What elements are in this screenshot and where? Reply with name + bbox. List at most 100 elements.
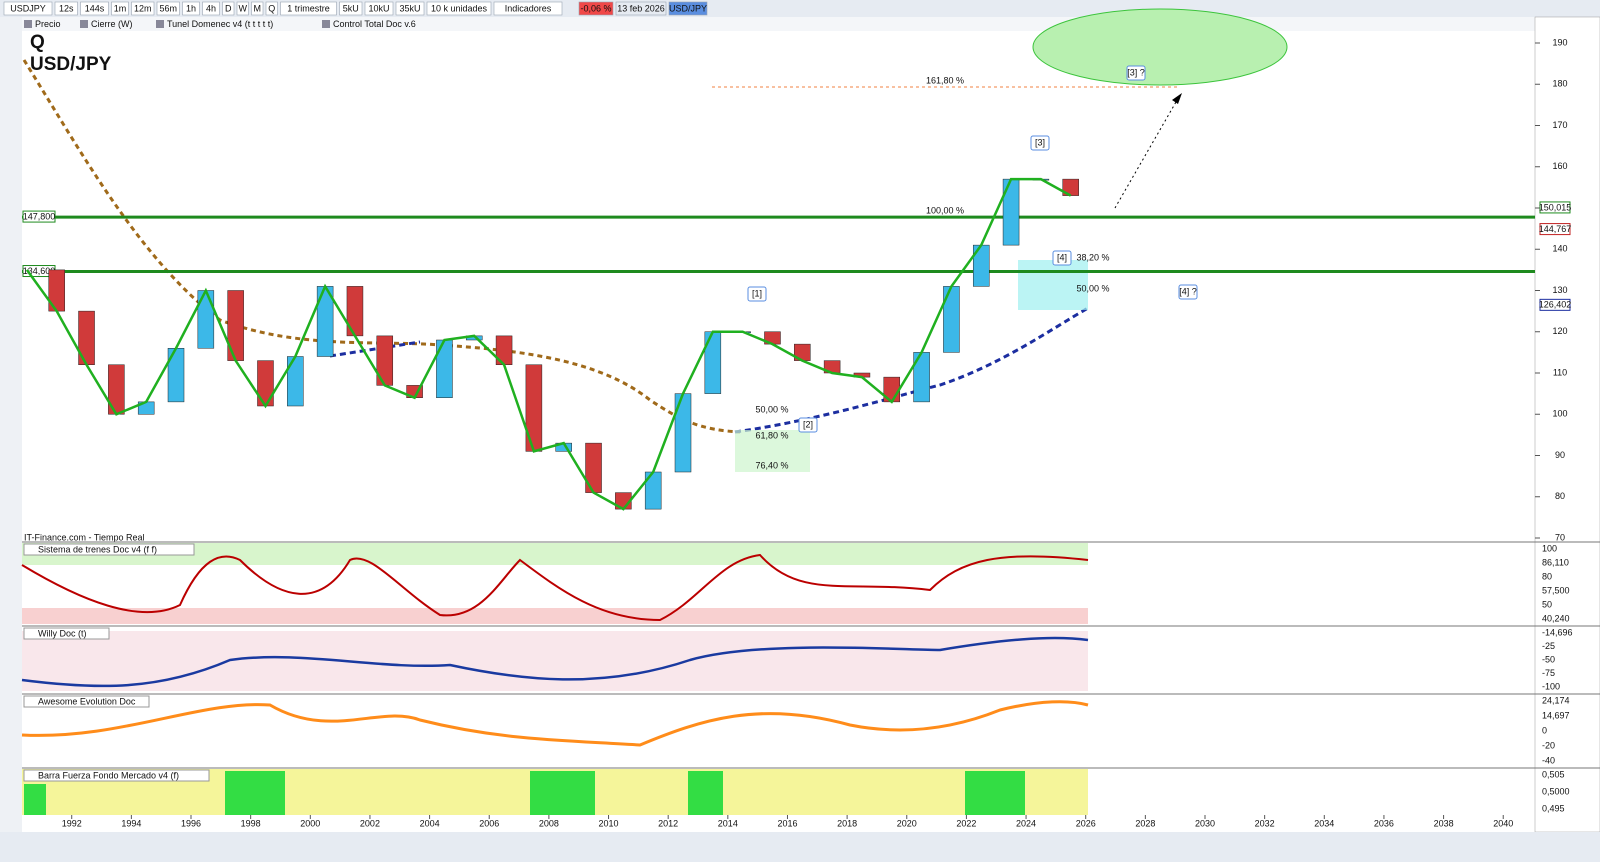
- interval-button-box[interactable]: [182, 1, 200, 16]
- legend-item: Tunel Domenec v4 (t t t t t): [167, 19, 273, 29]
- x-tick-label: 2036: [1374, 818, 1394, 828]
- panel-header[interactable]: [23, 695, 150, 708]
- annotation: 50,00 %: [1076, 283, 1109, 293]
- panel-axis-label: -14,696: [1542, 627, 1573, 637]
- interval-button[interactable]: 1m: [114, 3, 127, 13]
- wave-box: [1178, 284, 1198, 300]
- interval-button-box[interactable]: [54, 1, 78, 16]
- x-tick-label: 2038: [1434, 818, 1454, 828]
- unit-button-box[interactable]: [339, 1, 363, 16]
- interval-button[interactable]: 144s: [85, 3, 105, 13]
- interval-button[interactable]: Q: [268, 3, 275, 13]
- panel-band: [22, 543, 1088, 565]
- panel-name[interactable]: Willy Doc (t): [38, 628, 87, 638]
- unit-button[interactable]: 35kU: [399, 3, 420, 13]
- source: IT-Finance.com - Tiempo Real: [24, 532, 145, 542]
- interval-button-box[interactable]: [222, 1, 235, 16]
- unit-button-box[interactable]: [364, 1, 394, 16]
- willy-line: [21, 636, 1089, 688]
- close-line: [25, 177, 1072, 511]
- x-tick-label: 2008: [539, 818, 559, 828]
- y-tick-label: 70: [1555, 532, 1565, 542]
- interval-button-box[interactable]: [202, 1, 220, 16]
- y-tick-label: 180: [1552, 79, 1567, 89]
- x-tick-label: 2032: [1255, 818, 1275, 828]
- interval-button[interactable]: 12m: [134, 3, 152, 13]
- wave-box: [1052, 250, 1072, 266]
- symbol-select-box[interactable]: [3, 1, 53, 16]
- strength-bar: [225, 771, 285, 815]
- panel-axis-label: -20: [1542, 740, 1555, 750]
- interval-button[interactable]: W: [239, 3, 248, 13]
- annotation: [2]: [803, 419, 813, 429]
- change-badge-box[interactable]: [578, 1, 614, 16]
- interval-button-box[interactable]: [131, 1, 155, 16]
- x-tick-label: 2034: [1314, 818, 1334, 828]
- panel-name[interactable]: Awesome Evolution Doc: [38, 696, 136, 706]
- period-select[interactable]: 1 trimestre: [287, 3, 330, 13]
- pair-badge[interactable]: USD/JPY: [669, 3, 707, 13]
- wave-box: [1126, 65, 1146, 81]
- symbol-select[interactable]: USDJPY: [10, 3, 46, 13]
- interval-button-box[interactable]: [111, 1, 129, 16]
- interval-button-box[interactable]: [251, 1, 264, 16]
- interval-button[interactable]: 4h: [206, 3, 216, 13]
- panel-axis-label: 80: [1542, 571, 1552, 581]
- y-tick-label: 120: [1552, 326, 1567, 336]
- unit-button[interactable]: 5kU: [343, 3, 359, 13]
- annotation: [4] ?: [1179, 286, 1197, 296]
- strength-bar: [965, 771, 1025, 815]
- annotation: [3]: [1035, 137, 1045, 147]
- zone: [735, 430, 810, 472]
- date-label[interactable]: 13 feb 2026: [617, 3, 665, 13]
- panel-name[interactable]: Sistema de trenes Doc v4 (f f): [38, 544, 157, 554]
- interval-button[interactable]: 12s: [59, 3, 74, 13]
- interval-button-box[interactable]: [236, 1, 249, 16]
- panel-axis-label: 86,110: [1542, 557, 1569, 567]
- y-tick-label: 130: [1552, 285, 1567, 295]
- unit-button[interactable]: 10kU: [368, 3, 389, 13]
- period-select-box[interactable]: [280, 1, 337, 16]
- legend-swatch: [322, 20, 330, 28]
- x-tick-label: 2004: [420, 818, 440, 828]
- change-badge[interactable]: -0,06 %: [580, 3, 611, 13]
- panel-axis-label: 24,174: [1542, 695, 1570, 705]
- indicators-button-box[interactable]: [493, 1, 563, 16]
- x-tick-label: 2014: [718, 818, 738, 828]
- price-badge: [1539, 223, 1571, 236]
- target-zone: [1032, 8, 1288, 86]
- panel-header[interactable]: [23, 769, 210, 782]
- unit-select[interactable]: 10 k unidades: [431, 3, 488, 13]
- panel-header[interactable]: [23, 543, 195, 556]
- wave-box: [747, 286, 767, 302]
- x-tick-label: 2018: [837, 818, 857, 828]
- legend-item: Precio: [35, 19, 61, 29]
- pair-badge-box[interactable]: [668, 1, 708, 16]
- x-tick-label: 2028: [1135, 818, 1155, 828]
- panel-name[interactable]: Barra Fuerza Fondo Mercado v4 (f): [38, 770, 179, 780]
- x-tick-label: 1998: [241, 818, 261, 828]
- panel-axis-label: -50: [1542, 654, 1555, 664]
- interval-button[interactable]: 1h: [186, 3, 196, 13]
- interval-button[interactable]: M: [254, 3, 262, 13]
- wave-box: [1030, 135, 1050, 151]
- panel-axis-label: -75: [1542, 668, 1555, 678]
- strength-bar: [24, 784, 46, 815]
- annotation: 38,20 %: [1076, 252, 1109, 262]
- unit-button-box[interactable]: [395, 1, 425, 16]
- awesome-line: [21, 700, 1089, 747]
- interval-button[interactable]: 56m: [159, 3, 177, 13]
- panel-header[interactable]: [23, 627, 110, 640]
- projection-arrow: [1114, 94, 1181, 209]
- strength-bar: [530, 771, 595, 815]
- indicators-button[interactable]: Indicadores: [505, 3, 552, 13]
- unit-select-box[interactable]: [426, 1, 492, 16]
- interval-button-box[interactable]: [80, 1, 109, 16]
- panel-axis-label: 0,505: [1542, 769, 1565, 779]
- interval-button-box[interactable]: [265, 1, 278, 16]
- interval-button[interactable]: D: [225, 3, 232, 13]
- date-label-box[interactable]: [615, 1, 667, 16]
- interval-button-box[interactable]: [156, 1, 180, 16]
- bottom-bar: [0, 832, 1600, 862]
